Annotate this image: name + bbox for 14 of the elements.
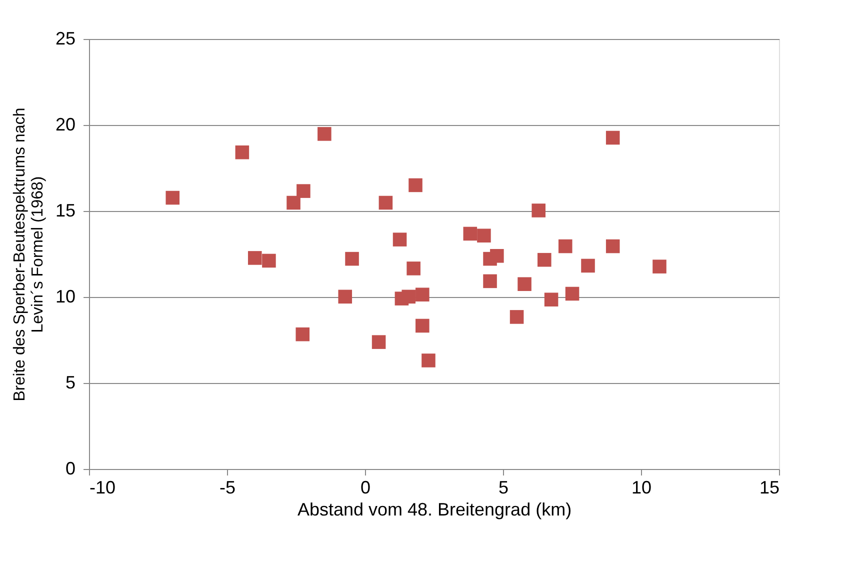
y-tick-label: 5: [65, 372, 76, 392]
x-tick-label: 5: [498, 478, 509, 498]
y-tick-label: 0: [65, 458, 76, 478]
x-axis-title: Abstand vom 48. Breitengrad (km): [297, 500, 572, 520]
x-tick-label: -10: [90, 478, 116, 498]
x-tick-label: -5: [219, 478, 236, 498]
y-tick-label: 10: [55, 286, 76, 306]
y-tick-label: 20: [55, 114, 76, 134]
y-axis-title: Breite des Sperber-Beutespektrums nach Levin´s Formel (1968): [11, 108, 46, 402]
x-tick-label: 10: [631, 478, 652, 498]
x-tick-label: 0: [360, 478, 371, 498]
y-tick-label: 15: [55, 200, 76, 220]
x-tick-label: 15: [759, 478, 780, 498]
y-tick-label: 25: [55, 28, 76, 48]
